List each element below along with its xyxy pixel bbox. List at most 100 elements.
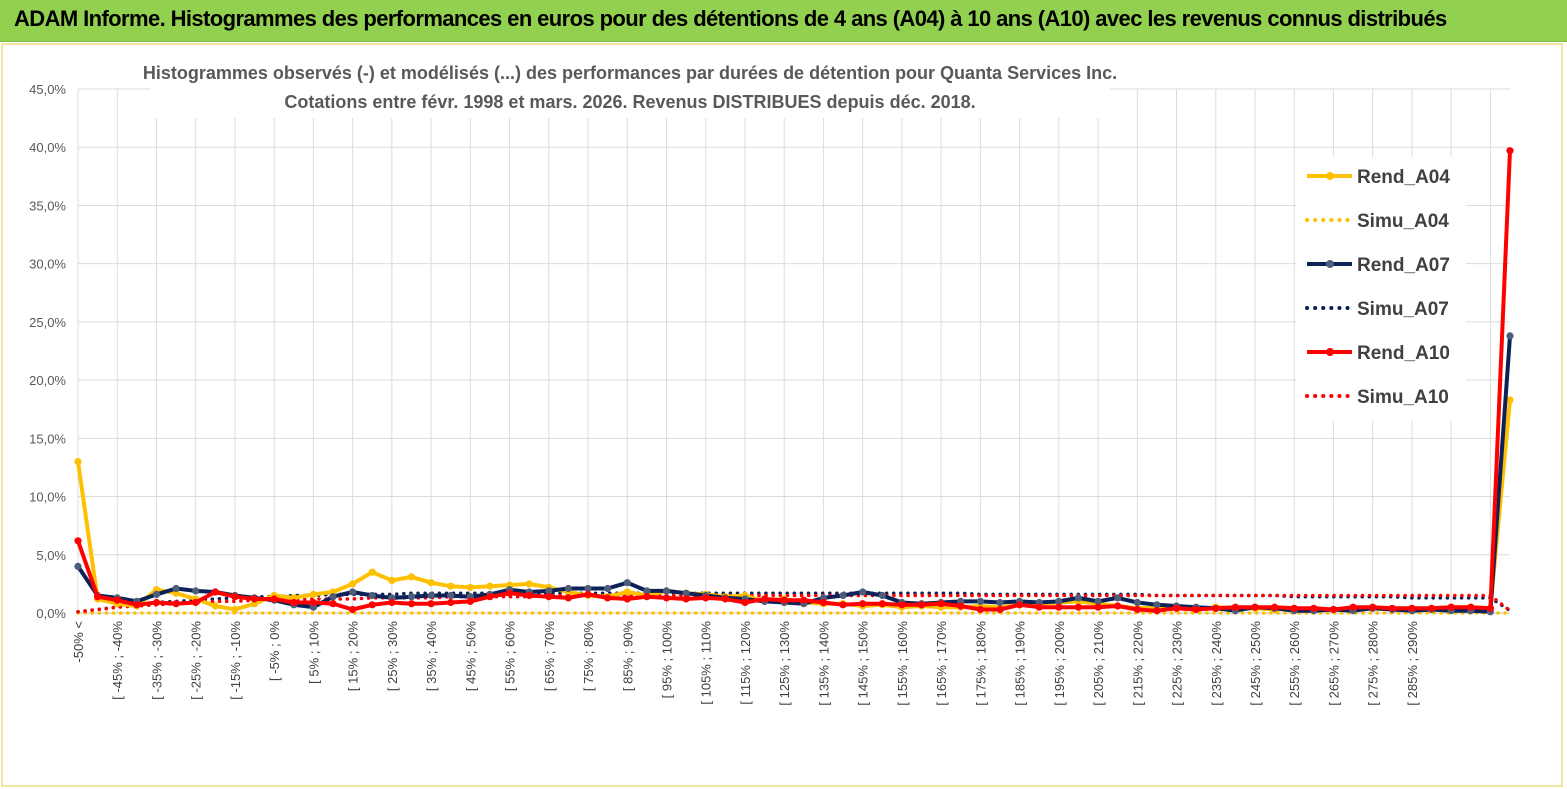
x-tick-label: [ 205% ; 210% bbox=[1091, 621, 1106, 706]
data-point bbox=[564, 594, 573, 602]
data-point bbox=[839, 601, 847, 609]
x-tick-label: [ 245% ; 250% bbox=[1248, 621, 1263, 706]
x-tick-label: [ 265% ; 270% bbox=[1326, 621, 1341, 706]
data-point bbox=[643, 587, 651, 595]
x-tick-label: [ -45% ; -40% bbox=[110, 621, 125, 700]
x-tick-label: [ 95% ; 100% bbox=[659, 621, 674, 699]
legend-item-simu-a04: Simu_A04 bbox=[1305, 211, 1449, 232]
data-point bbox=[1467, 603, 1475, 611]
data-point bbox=[1506, 396, 1514, 404]
data-point bbox=[682, 595, 690, 603]
data-point bbox=[407, 600, 416, 608]
data-point bbox=[839, 591, 847, 600]
data-point bbox=[368, 601, 376, 609]
histogram-chart: 0,0% 5,0% 10,0% 15,0% 20,0% 25,0% 30,0% 35,0% 40… bbox=[1, 43, 1563, 787]
data-point bbox=[506, 589, 514, 597]
legend-marker bbox=[1326, 172, 1334, 180]
chart-border bbox=[1, 43, 1563, 787]
chart-gridlines bbox=[77, 88, 1510, 614]
data-point bbox=[427, 600, 435, 608]
x-tick-label: [ 235% ; 240% bbox=[1209, 621, 1224, 706]
x-tick-label: [ 135% ; 140% bbox=[816, 621, 831, 706]
data-point bbox=[525, 591, 533, 600]
data-point bbox=[74, 562, 82, 571]
data-point bbox=[152, 590, 161, 599]
x-tick-label: [ 55% ; 60% bbox=[503, 621, 518, 692]
plot-area bbox=[74, 147, 1514, 616]
data-point bbox=[329, 600, 337, 608]
data-point bbox=[1074, 603, 1082, 611]
data-point bbox=[584, 584, 592, 593]
x-tick-label: [ 5% ; 10% bbox=[306, 621, 321, 684]
series-line bbox=[76, 335, 1512, 614]
data-point bbox=[1094, 597, 1102, 606]
data-point bbox=[466, 597, 474, 606]
data-point bbox=[604, 584, 612, 593]
data-point bbox=[152, 598, 161, 607]
report-title: ADAM Informe. Histogrammes des performan… bbox=[14, 6, 1447, 31]
y-tick-label: 15,0% bbox=[29, 431, 66, 446]
y-tick-label: 25,0% bbox=[29, 315, 66, 330]
data-point bbox=[1094, 603, 1102, 611]
data-point bbox=[1369, 603, 1377, 611]
data-point bbox=[662, 587, 671, 595]
data-point bbox=[1310, 604, 1318, 612]
data-point bbox=[604, 594, 612, 602]
data-point bbox=[1506, 147, 1514, 155]
data-point bbox=[898, 601, 906, 609]
x-tick-label: [ 165% ; 170% bbox=[934, 621, 949, 706]
data-point bbox=[1231, 603, 1239, 611]
x-tick-label: [ 85% ; 90% bbox=[620, 621, 635, 692]
data-point bbox=[368, 591, 376, 600]
data-point bbox=[427, 591, 435, 600]
series-rend-a10 bbox=[74, 147, 1514, 615]
data-point bbox=[682, 589, 690, 597]
data-point bbox=[1114, 602, 1122, 610]
data-point bbox=[447, 591, 455, 600]
report-banner: ADAM Informe. Histogrammes des performan… bbox=[0, 0, 1567, 42]
data-point bbox=[545, 593, 553, 601]
x-tick-label: [ 175% ; 180% bbox=[973, 621, 988, 706]
data-point bbox=[388, 576, 396, 585]
data-point bbox=[623, 579, 631, 587]
y-axis: 0,0% 5,0% 10,0% 15,0% 20,0% 25,0% 30,0% 35,0% 40… bbox=[29, 82, 66, 621]
data-point bbox=[172, 584, 180, 593]
data-point bbox=[623, 588, 631, 596]
data-point bbox=[957, 602, 965, 610]
data-point bbox=[917, 601, 926, 609]
data-point bbox=[309, 598, 317, 607]
data-point bbox=[407, 573, 416, 581]
x-tick-label: [ 225% ; 230% bbox=[1170, 621, 1185, 706]
data-point bbox=[859, 600, 867, 608]
data-point bbox=[1192, 605, 1200, 614]
data-point bbox=[1212, 604, 1220, 612]
legend-label: Rend_A07 bbox=[1357, 255, 1450, 276]
data-point bbox=[466, 583, 474, 592]
data-point bbox=[996, 598, 1004, 607]
data-point bbox=[211, 588, 219, 596]
data-point bbox=[231, 605, 239, 614]
data-point bbox=[1172, 604, 1181, 612]
data-point bbox=[113, 596, 121, 604]
x-tick-label: [ 185% ; 190% bbox=[1013, 621, 1028, 706]
data-point bbox=[800, 596, 808, 604]
y-tick-label: 10,0% bbox=[29, 490, 66, 505]
y-tick-label: 35,0% bbox=[29, 198, 66, 213]
data-point bbox=[407, 593, 416, 601]
chart-legend: Rend_A04 Simu_A04 Rend_A07 Simu_A07 Rend_A10… bbox=[1296, 157, 1466, 421]
data-point bbox=[741, 598, 749, 607]
legend-marker bbox=[1326, 348, 1334, 356]
legend-item-rend-a07: Rend_A07 bbox=[1307, 255, 1450, 276]
series-line bbox=[76, 593, 1512, 614]
data-point bbox=[172, 600, 180, 608]
data-point bbox=[1427, 604, 1436, 612]
y-tick-label: 20,0% bbox=[29, 373, 66, 388]
data-point bbox=[290, 598, 298, 607]
data-point bbox=[74, 537, 82, 545]
data-point bbox=[1271, 603, 1279, 611]
data-point bbox=[721, 595, 729, 603]
data-point bbox=[329, 593, 337, 601]
data-point bbox=[447, 582, 455, 590]
data-point bbox=[192, 598, 200, 607]
data-point bbox=[1016, 601, 1024, 609]
